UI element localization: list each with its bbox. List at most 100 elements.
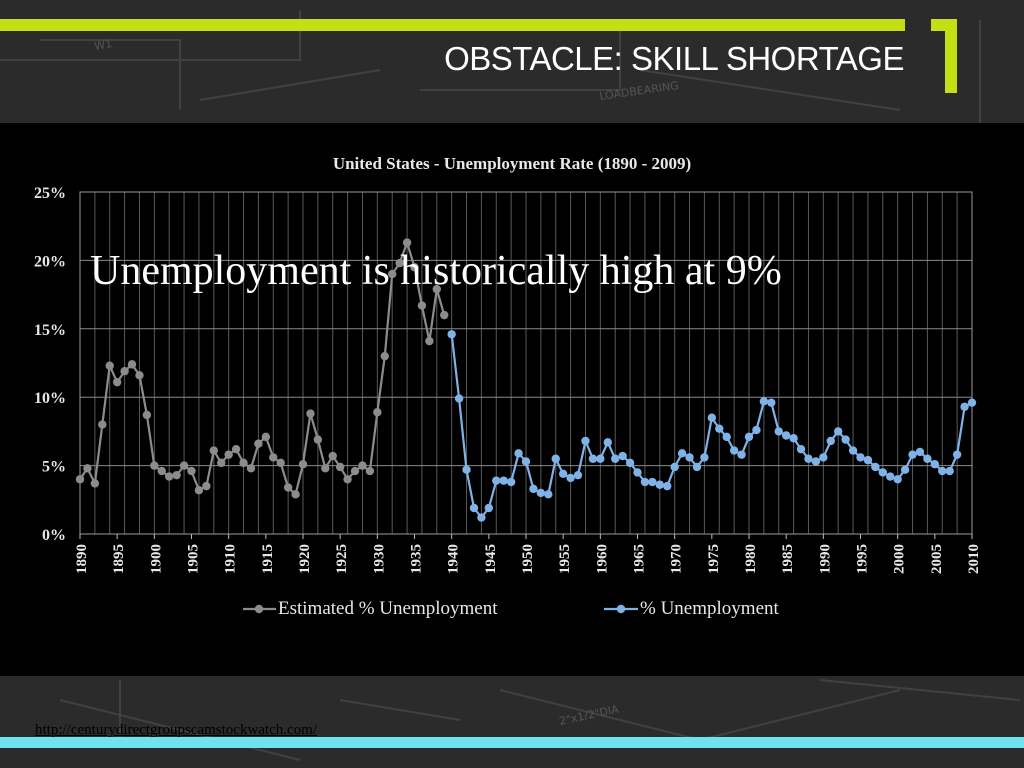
data-point [454, 394, 464, 403]
x-tick-label: 1910 [223, 544, 239, 574]
data-point [239, 458, 248, 468]
legend-actual-marker [616, 604, 626, 614]
data-point [551, 454, 560, 463]
data-point [157, 466, 166, 476]
data-point [521, 457, 531, 466]
data-point [298, 460, 308, 469]
data-point [588, 454, 598, 463]
x-tick-label: 1940 [446, 544, 462, 574]
data-point [871, 462, 880, 472]
x-tick-label: 1945 [483, 544, 499, 574]
data-point [767, 398, 776, 407]
data-point [566, 473, 575, 483]
data-point [596, 454, 605, 463]
x-tick-label: 1965 [632, 544, 648, 574]
data-point [729, 446, 739, 455]
data-point [142, 410, 152, 420]
data-point [670, 462, 679, 472]
x-tick-label: 1955 [557, 544, 573, 574]
data-point [685, 453, 694, 462]
series-line-0 [79, 239, 446, 497]
data-point [373, 408, 382, 417]
x-tick-label: 1990 [817, 544, 833, 574]
top-accent-bar [0, 19, 905, 31]
data-point [484, 503, 494, 513]
data-point [105, 361, 114, 370]
data-point [75, 475, 85, 484]
data-point [611, 454, 620, 463]
data-point [127, 360, 137, 369]
data-point [945, 466, 954, 476]
data-point [120, 367, 129, 376]
data-point [878, 468, 887, 477]
data-point [841, 435, 850, 444]
legend-estimated-label: Estimated % Unemployment [278, 598, 498, 619]
data-point [618, 451, 627, 461]
data-point [343, 475, 352, 484]
data-point [135, 371, 144, 380]
data-point [269, 453, 278, 462]
data-point [306, 409, 315, 418]
data-point [625, 458, 635, 468]
data-point [477, 513, 486, 522]
data-point [313, 435, 323, 444]
data-point [752, 425, 761, 435]
data-point [648, 477, 657, 487]
x-tick-label: 1975 [706, 544, 722, 574]
chart-title: United States - Unemployment Rate (1890 … [332, 154, 692, 173]
legend-estimated-marker [254, 604, 264, 614]
x-tick-label: 2000 [892, 544, 908, 574]
x-tick-label: 2010 [966, 544, 982, 574]
x-tick-label: 1930 [371, 544, 387, 574]
data-point [395, 258, 404, 268]
data-point [321, 464, 330, 473]
data-point [224, 450, 233, 459]
data-point [781, 431, 791, 440]
data-point [558, 469, 568, 479]
data-point [492, 476, 501, 485]
data-point [276, 458, 285, 468]
source-link[interactable]: http://centurydirectgroupscamstockwatch.… [35, 722, 317, 738]
blueprint-mark: W1 [93, 37, 113, 53]
data-point [908, 450, 917, 459]
data-point [440, 310, 449, 320]
x-tick-label: 1905 [186, 544, 202, 574]
slide-title: OBSTACLE: SKILL SHORTAGE [444, 40, 904, 77]
data-point [187, 466, 196, 476]
data-point [254, 439, 263, 448]
data-point [774, 427, 783, 436]
data-point [432, 284, 441, 294]
data-point [863, 455, 873, 465]
data-point [640, 477, 650, 487]
data-point [707, 413, 717, 422]
data-point [365, 466, 375, 476]
data-point [930, 460, 940, 469]
data-point [737, 450, 746, 459]
data-point [179, 461, 189, 470]
data-point [915, 447, 925, 457]
data-point [923, 454, 932, 463]
data-point [291, 490, 300, 499]
x-tick-label: 1935 [409, 544, 425, 574]
x-tick-label: 1895 [111, 544, 127, 574]
y-tick-label: 15% [34, 322, 66, 339]
x-tick-label: 1890 [74, 544, 90, 574]
data-point [900, 465, 910, 474]
data-point [402, 238, 412, 247]
data-point [350, 466, 360, 476]
data-point [811, 457, 821, 466]
data-point [380, 351, 389, 361]
x-tick-label: 1985 [780, 544, 796, 574]
data-point [886, 472, 895, 481]
data-point [967, 398, 977, 407]
data-point [952, 450, 962, 459]
data-point [246, 464, 256, 473]
data-point [856, 453, 865, 462]
data-point [573, 470, 583, 480]
data-point [744, 432, 754, 442]
data-point [789, 434, 798, 443]
y-tick-label: 5% [42, 459, 66, 476]
data-point [447, 330, 456, 339]
x-tick-label: 1995 [855, 544, 871, 574]
data-point [819, 453, 828, 462]
